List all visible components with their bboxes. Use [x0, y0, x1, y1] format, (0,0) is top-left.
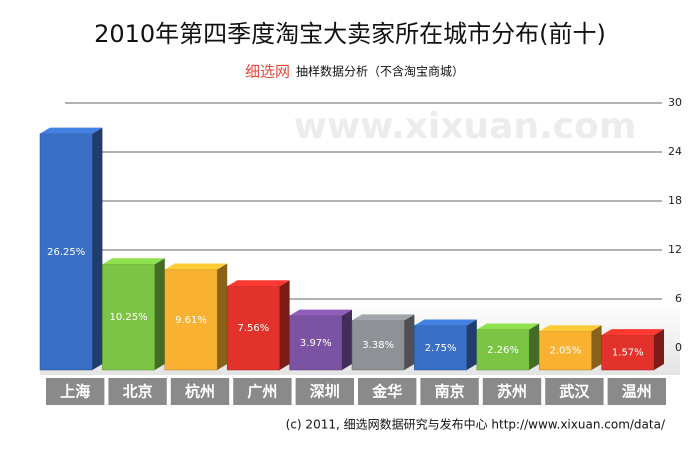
- category-box: [233, 378, 292, 405]
- bar-top: [102, 258, 165, 265]
- category-box: [170, 378, 230, 405]
- bar: [102, 258, 165, 371]
- bar: [414, 319, 477, 371]
- bar-top: [40, 127, 103, 134]
- bar-side: [591, 325, 602, 370]
- x-tick-label: 广州: [247, 383, 277, 401]
- category-box: [295, 378, 354, 405]
- category-box: [108, 378, 167, 405]
- bar-top: [289, 309, 352, 316]
- value-label: 2.26%: [487, 345, 519, 356]
- bar-front: [289, 315, 343, 371]
- category-box: [482, 378, 542, 405]
- footer: (c) 2011, 细选网数据研究与发布中心 http://www.xixuan…: [286, 417, 666, 432]
- x-tick-label: 温州: [622, 383, 652, 401]
- bar-front: [102, 264, 156, 371]
- x-tick-label: 深圳: [310, 383, 340, 401]
- category-box: [420, 378, 479, 405]
- bar-side: [342, 309, 352, 370]
- bar-front: [601, 334, 655, 371]
- category-box: [46, 378, 105, 405]
- y-tick-label: 0: [675, 341, 682, 354]
- bar-front: [538, 331, 592, 371]
- x-tick-label: 上海: [60, 383, 90, 401]
- bar-top: [539, 325, 602, 332]
- category-box: [358, 378, 417, 405]
- y-tick-label: 12: [668, 243, 682, 256]
- bar-top: [352, 314, 415, 321]
- x-tick-label: 苏州: [497, 383, 527, 401]
- y-tick-label: 6: [675, 292, 682, 305]
- value-label: 2.05%: [550, 346, 582, 357]
- bar-side: [529, 323, 540, 370]
- bar-front: [164, 269, 218, 371]
- bar: [351, 314, 415, 371]
- value-label: 7.56%: [238, 323, 270, 334]
- value-label: 3.97%: [300, 338, 332, 349]
- value-label: 3.38%: [362, 340, 394, 351]
- bar-side: [217, 263, 228, 370]
- bar-side: [404, 314, 415, 370]
- y-tick-label: 24: [668, 145, 682, 158]
- bar: [164, 263, 228, 371]
- bar: [601, 329, 664, 371]
- x-tick-label: 北京: [123, 383, 153, 401]
- bar: [538, 325, 602, 371]
- x-tick-label: 南京: [435, 383, 465, 401]
- bar-top: [227, 280, 290, 287]
- bar-top: [414, 319, 477, 326]
- category-box: [545, 378, 604, 405]
- value-label: 10.25%: [110, 312, 148, 323]
- bar-front: [351, 320, 405, 371]
- y-tick-label: 18: [668, 194, 682, 207]
- value-label: 1.57%: [612, 348, 644, 359]
- y-tick-label: 30: [668, 96, 682, 109]
- chart-title: 2010年第四季度淘宝大卖家所在城市分布(前十): [94, 20, 606, 48]
- x-tick-label: 金华: [371, 383, 402, 401]
- bar-side: [92, 127, 103, 370]
- watermark: www.xixuan.com: [294, 106, 637, 147]
- bar: [289, 309, 352, 371]
- value-label: 2.75%: [425, 343, 457, 354]
- bar-side: [154, 258, 165, 370]
- bar: [39, 127, 103, 371]
- subtitle: 抽样数据分析（不含淘宝商城）: [296, 64, 464, 79]
- bar-top: [164, 263, 228, 270]
- bar-side: [279, 280, 290, 370]
- x-tick-label: 杭州: [185, 383, 215, 401]
- category-box: [607, 378, 666, 405]
- bar-side: [654, 329, 664, 370]
- bar-side: [466, 319, 477, 370]
- value-label: 9.61%: [175, 315, 207, 326]
- x-tick-label: 武汉: [559, 383, 590, 401]
- value-label: 26.25%: [47, 247, 85, 258]
- bar-top: [601, 329, 664, 336]
- bar: [226, 280, 290, 371]
- subtitle-brand: 细选网: [245, 63, 290, 81]
- bar: [476, 323, 540, 371]
- bar-top: [476, 323, 540, 330]
